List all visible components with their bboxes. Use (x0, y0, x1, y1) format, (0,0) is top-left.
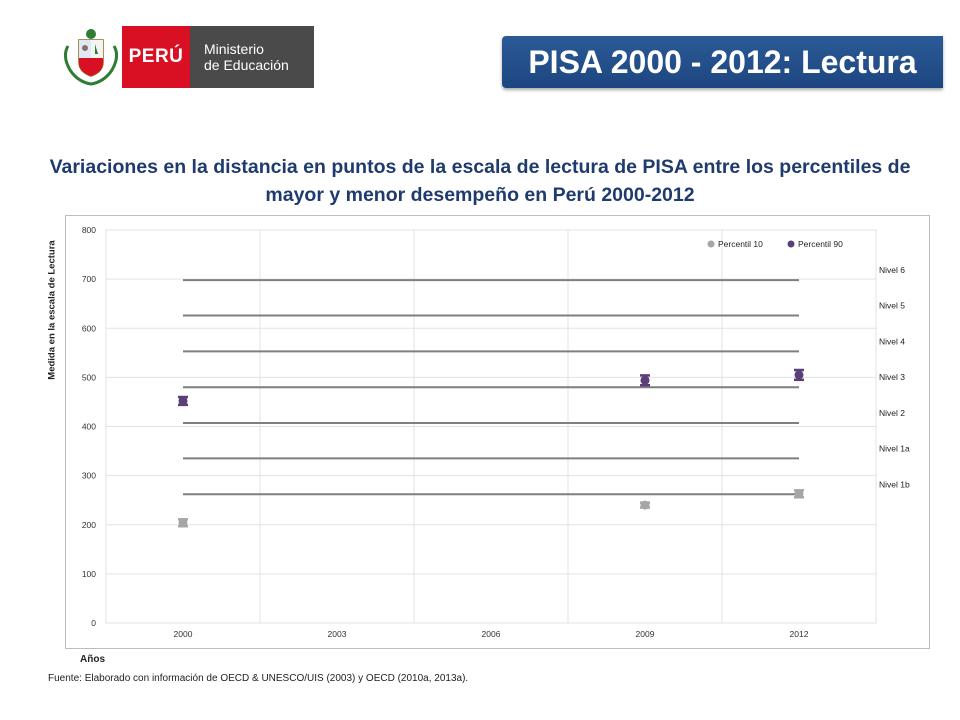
level-label: Nivel 3 (879, 372, 905, 382)
ministry-line-2: de Educación (204, 57, 289, 73)
x-axis-label: Años (80, 654, 105, 665)
y-tick-label: 600 (82, 323, 96, 333)
x-tick-label: 2006 (482, 629, 501, 639)
data-point (794, 489, 804, 499)
data-point (640, 375, 650, 385)
x-tick-label: 2003 (328, 629, 347, 639)
x-tick-label: 2012 (790, 629, 809, 639)
y-tick-label: 200 (82, 520, 96, 530)
data-point (178, 396, 188, 406)
y-tick-label: 800 (82, 225, 96, 235)
y-tick-label: 500 (82, 372, 96, 382)
level-label: Nivel 1b (879, 479, 910, 489)
data-point (178, 518, 188, 528)
level-label: Nivel 5 (879, 300, 905, 310)
data-point (794, 370, 804, 380)
source-note: Fuente: Elaborado con información de OEC… (48, 673, 469, 684)
y-tick-label: 0 (91, 618, 96, 628)
y-tick-label: 300 (82, 471, 96, 481)
level-label: Nivel 2 (879, 408, 905, 418)
y-axis-label: Medida en la escala de Lectura (46, 240, 58, 380)
ministry-line-1: Ministerio (204, 41, 264, 57)
y-tick-label: 400 (82, 422, 96, 432)
slide-banner: PISA 2000 - 2012: Lectura (502, 36, 943, 88)
x-tick-label: 2000 (174, 629, 193, 639)
ministry-logo: PERÚ Ministerio de Educación (60, 26, 314, 88)
legend-marker (787, 240, 795, 248)
y-tick-label: 100 (82, 569, 96, 579)
data-point (640, 500, 650, 510)
chart-title: Variaciones en la distancia en puntos de… (49, 156, 911, 206)
y-tick-label: 700 (82, 274, 96, 284)
level-label: Nivel 4 (879, 336, 905, 346)
legend-label: Percentil 90 (798, 239, 843, 249)
legend-label: Percentil 10 (718, 239, 763, 249)
legend-marker (707, 240, 715, 248)
level-label: Nivel 1a (879, 443, 910, 453)
scatter-chart: 0 100 200 300 400 500 600 700 800 2000 2003 2006 200… (82, 225, 910, 639)
x-tick-label: 2009 (636, 629, 655, 639)
chart-frame: 0 100 200 300 400 500 600 700 800 2000 2003 2006 200… (65, 215, 930, 649)
level-label: Nivel 6 (879, 265, 905, 275)
peru-label: PERÚ (122, 26, 190, 88)
ministry-name: Ministerio de Educación (190, 26, 314, 88)
coat-of-arms-icon (63, 29, 119, 86)
